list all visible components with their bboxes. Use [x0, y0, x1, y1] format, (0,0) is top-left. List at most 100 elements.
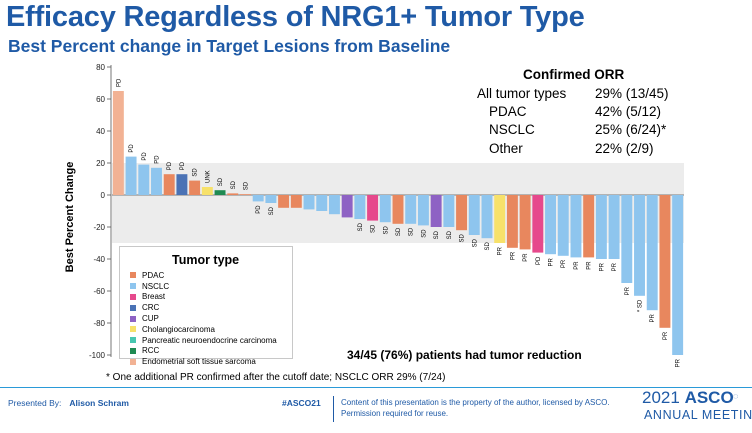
- legend-swatch: [130, 337, 136, 344]
- bar-nsclc: [265, 195, 277, 203]
- bar-cholangiocarcinoma: [201, 187, 213, 195]
- y-tick-label: -100: [89, 351, 106, 360]
- bar-pdac: [240, 194, 251, 195]
- bar-response-label: PD: [142, 152, 148, 161]
- bar-response-label: UNK: [205, 170, 211, 183]
- bar-response-label: PR: [523, 253, 529, 262]
- bar-nsclc: [595, 195, 607, 259]
- y-tick-label: 80: [96, 63, 105, 72]
- copyright-notice: Content of this presentation is the prop…: [341, 398, 610, 418]
- legend-label: Breast: [142, 292, 166, 302]
- bar-breast: [532, 195, 544, 253]
- orr-row-label: All tumor types: [477, 86, 567, 101]
- bar-pdac: [583, 195, 595, 258]
- bar-response-label: PR: [549, 258, 555, 267]
- bar-cup: [430, 195, 442, 227]
- legend-label: Pancreatic neuroendocrine carcinoma: [142, 335, 277, 345]
- bar-nsclc: [316, 195, 328, 211]
- legend-item: CUP: [130, 313, 277, 324]
- bar-nsclc: [608, 195, 620, 259]
- bar-response-label: SD: [371, 224, 377, 233]
- bar-crc: [176, 174, 188, 195]
- bar-response-label: PR: [498, 246, 504, 255]
- bar-nsclc: [646, 195, 658, 311]
- orr-title: Confirmed ORR: [523, 67, 625, 82]
- bar-nsclc: [481, 195, 493, 239]
- logo-year: 2021: [642, 388, 680, 407]
- orr-row-value: 22% (2/9): [595, 141, 654, 156]
- bar-nsclc: [303, 195, 315, 210]
- slide-title: Efficacy Regardless of NRG1+ Tumor Type: [6, 1, 585, 33]
- slide-subtitle: Best Percent change in Target Lesions fr…: [8, 36, 451, 56]
- bar-response-label: PR: [612, 262, 618, 271]
- bar-cholangiocarcinoma: [494, 195, 506, 243]
- bar-response-label: PR: [625, 286, 631, 295]
- orr-row-label: NSCLC: [489, 122, 535, 137]
- legend-item: Endometrial soft tissue sarcoma: [130, 356, 277, 367]
- bar-pdac: [659, 195, 671, 328]
- bar-pdac: [519, 195, 531, 250]
- bar-nsclc: [672, 195, 684, 355]
- y-tick-label: 60: [96, 95, 105, 104]
- bar-pdac: [189, 180, 201, 195]
- bar-response-label: SD: [409, 227, 415, 236]
- bar-response-label: PR: [599, 262, 605, 271]
- bar-nsclc: [570, 195, 582, 258]
- bar-nsclc: [328, 195, 340, 215]
- y-tick-label: 0: [101, 191, 106, 200]
- bar-pdac: [506, 195, 518, 248]
- legend-swatch: [130, 283, 136, 290]
- bar-response-label: PR: [650, 314, 656, 323]
- presenter-name: Alison Schram: [69, 398, 129, 408]
- bar-nsclc: [379, 195, 391, 223]
- legend-swatch: [130, 304, 136, 311]
- bar-response-label: SD: [218, 177, 224, 186]
- legend-label: Endometrial soft tissue sarcoma: [142, 357, 256, 367]
- legend-label: PDAC: [142, 270, 165, 280]
- legend-swatch: [130, 347, 136, 354]
- orr-row-value: 42% (5/12): [595, 104, 662, 119]
- bar-pdac: [392, 195, 404, 224]
- y-tick-label: -20: [93, 223, 105, 232]
- y-tick-label: -80: [93, 319, 105, 328]
- bar-nsclc: [634, 195, 645, 296]
- legend-swatch: [130, 293, 136, 300]
- presented-by: Presented By: Alison Schram: [8, 398, 129, 408]
- y-tick-label: -60: [93, 287, 105, 296]
- tumor-type-legend: Tumor type PDAC NSCLC Breast CRC CUP Cholangi…: [119, 246, 293, 366]
- bar-response-label: SD: [421, 229, 427, 238]
- legend-label: RCC: [142, 346, 160, 356]
- bar-nsclc: [621, 195, 633, 283]
- footer-divider: [0, 387, 752, 388]
- legend-title: Tumor type: [172, 253, 240, 267]
- bar-nsclc: [138, 164, 150, 195]
- bar-response-label: PR: [561, 259, 567, 268]
- asco-logo: 2021 ASCO: [642, 388, 734, 408]
- bar-rcc: [214, 190, 226, 195]
- bar-pdac: [456, 195, 468, 231]
- legend-item: Breast: [130, 292, 277, 303]
- y-tick-label: 40: [96, 127, 105, 136]
- legend-item: CRC: [130, 302, 277, 313]
- bar-response-label: SD: [396, 227, 402, 236]
- legend-swatch: [130, 358, 136, 365]
- bar-response-label: PD: [180, 161, 186, 170]
- bar-pdac: [227, 193, 239, 195]
- legend-item: PDAC: [130, 270, 277, 281]
- bar-pdac: [163, 174, 175, 195]
- bar-response-label: PD: [129, 144, 135, 153]
- bar-pdac: [290, 195, 302, 208]
- bar-response-label: SD: [460, 234, 466, 243]
- bar-response-label: PR: [676, 358, 682, 367]
- bar-nsclc: [443, 195, 455, 227]
- legend-label: NSCLC: [142, 281, 170, 291]
- bar-response-label: SD: [472, 238, 478, 247]
- logo-mark-icon: ◌: [733, 391, 739, 401]
- bar-response-label: SD: [447, 230, 453, 239]
- bar-nsclc: [468, 195, 480, 235]
- bar-response-label: SD: [434, 230, 440, 239]
- y-tick-label: -40: [93, 255, 105, 264]
- bar-response-label: PD: [536, 256, 542, 265]
- bar-nsclc: [417, 195, 429, 226]
- bar-nsclc: [545, 195, 556, 255]
